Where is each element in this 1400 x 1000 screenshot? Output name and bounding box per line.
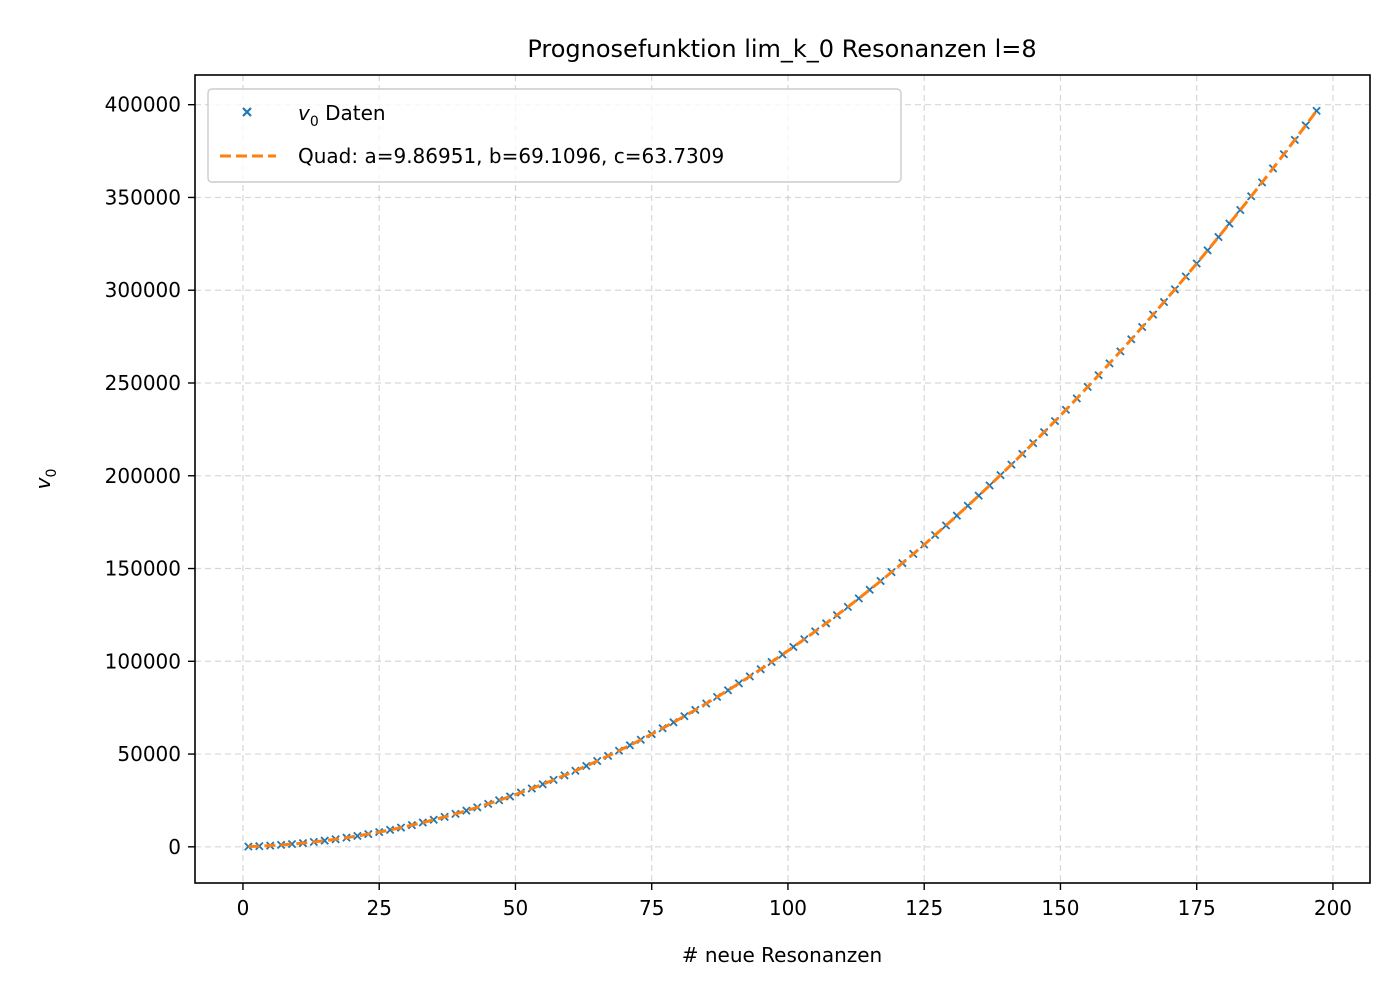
legend-marker-x <box>242 107 252 117</box>
x-tick-label: 100 <box>769 896 807 920</box>
x-tick-label: 125 <box>905 896 943 920</box>
y-axis-label: v0 <box>31 469 60 490</box>
data-point <box>287 839 297 849</box>
y-tick-label: 300000 <box>105 278 181 302</box>
legend: v0 Daten Quad: a=9.86951, b=69.1096, c=6… <box>207 88 902 183</box>
data-point <box>320 836 329 845</box>
y-axis: 0 50000 100000 150000 200000 250000 300000 3500… <box>105 93 195 859</box>
y-axis-label-base: v <box>31 476 55 489</box>
x-tick-label: 0 <box>237 896 250 920</box>
y-tick-label: 350000 <box>105 185 181 209</box>
y-tick-label: 0 <box>168 835 181 859</box>
x-tick-label: 25 <box>366 896 391 920</box>
legend-frame <box>207 88 902 183</box>
x-tick-label: 75 <box>639 896 664 920</box>
plot-frame <box>194 74 1371 884</box>
x-tick-label: 50 <box>503 896 528 920</box>
y-tick-label: 400000 <box>105 93 181 117</box>
y-tick-label: 50000 <box>117 742 181 766</box>
y-tick-label: 100000 <box>105 649 181 673</box>
x-axis-label: # neue Resonanzen <box>682 943 882 967</box>
chart-title: Prognosefunktion lim_k_0 Resonanzen l=8 <box>527 35 1036 63</box>
data-point <box>385 825 395 835</box>
x-tick-label: 150 <box>1041 896 1079 920</box>
fit-line <box>248 109 1318 849</box>
data-point <box>429 815 438 825</box>
x-tick-label: 200 <box>1314 896 1352 920</box>
legend-label-data: v0 Daten <box>298 101 386 130</box>
plot-content <box>244 106 1321 851</box>
y-axis-label-sub: 0 <box>44 469 60 478</box>
data-point <box>462 806 471 815</box>
x-tick-label: 175 <box>1178 896 1216 920</box>
y-tick-label: 150000 <box>105 557 181 581</box>
legend-label-fit: Quad: a=9.86951, b=69.1096, c=63.7309 <box>298 144 724 168</box>
y-tick-label: 250000 <box>105 371 181 395</box>
x-axis: 0 25 50 75 100 125 150 175 200 <box>237 883 1352 920</box>
data-point <box>244 842 253 851</box>
y-tick-label: 200000 <box>105 464 181 488</box>
data-point <box>353 831 362 841</box>
